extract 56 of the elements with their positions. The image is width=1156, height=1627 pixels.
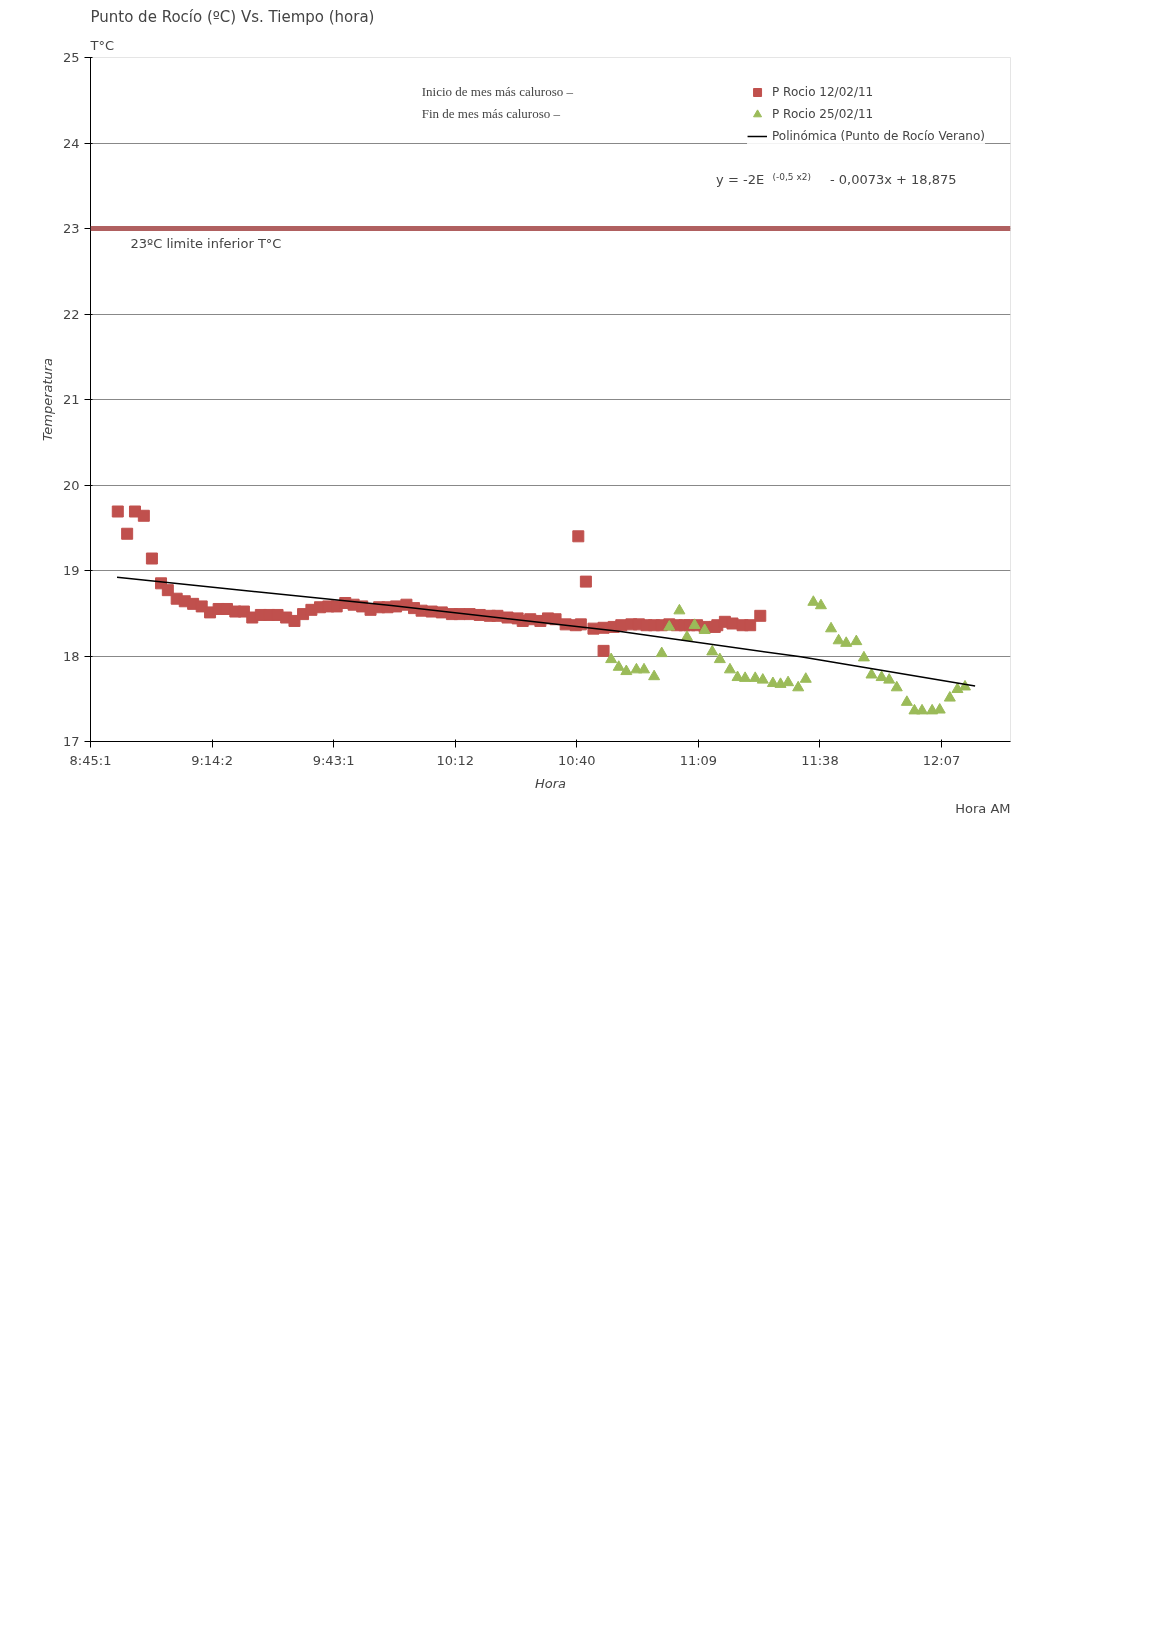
annotation: Inicio de mes más caluroso – — [421, 83, 574, 99]
x-tick-label: 12:07 — [922, 752, 961, 768]
point — [612, 660, 625, 671]
point — [916, 703, 929, 715]
x-axis-title: Hora — [534, 775, 567, 791]
y-tick-label: 22 — [62, 306, 80, 322]
point — [883, 673, 896, 684]
point — [739, 671, 752, 682]
y-tick-label: 20 — [62, 477, 80, 493]
point — [706, 644, 719, 656]
point — [900, 695, 913, 706]
x-tick-label: 9:14:2 — [191, 752, 233, 768]
y-tick-label: 18 — [62, 648, 80, 664]
point — [713, 652, 726, 664]
legend-label: P Rocio 12/02/11 — [772, 85, 874, 99]
point — [756, 673, 769, 684]
annotation: Fin de mes más caluroso – — [421, 105, 561, 121]
legend-label: P Rocio 25/02/11 — [772, 107, 874, 121]
point — [673, 603, 686, 615]
y-tick-label: 19 — [62, 563, 80, 578]
x-tick-label: 9:43:1 — [312, 752, 355, 768]
ref-line-label: 23ºC limite inferior T°C — [130, 235, 282, 251]
point — [648, 669, 661, 681]
point — [782, 675, 795, 687]
point — [792, 680, 805, 692]
x-tick-label: 10:40 — [558, 752, 596, 768]
line-series — [116, 576, 976, 687]
point — [799, 672, 812, 683]
text: Hora AM — [955, 800, 1011, 816]
x-tick-label: 11:38 — [801, 752, 839, 768]
point — [655, 646, 668, 658]
point — [825, 621, 838, 633]
y-tick-label: 21 — [62, 392, 80, 407]
text: y = -2E(-0,5 x2) - 0,0073x + 18,875 — [716, 171, 957, 188]
legend-label: Polinómica (Punto de Rocío Verano) — [772, 129, 985, 143]
point — [857, 650, 870, 662]
chart-title: Punto de Rocío (ºC) Vs. Tiempo (hora) — [90, 7, 375, 26]
x-tick-label: 11:09 — [679, 752, 718, 768]
y-tick-label: 17 — [62, 734, 80, 749]
point — [943, 691, 956, 702]
y-tick-label: 23 — [62, 221, 80, 236]
x-tick-label: 10:12 — [436, 752, 474, 768]
point — [890, 680, 903, 692]
text: T°C — [89, 37, 115, 53]
y-tick-label: 24 — [62, 135, 80, 151]
point — [680, 630, 693, 641]
x-tick-label: 8:45:1 — [69, 752, 112, 768]
point — [814, 598, 827, 610]
y-tick-label: 25 — [62, 50, 80, 65]
point — [638, 662, 651, 674]
y-axis-title: Temperatura — [39, 357, 55, 442]
point — [723, 662, 736, 674]
point — [840, 636, 853, 647]
point — [620, 664, 633, 676]
point — [605, 652, 618, 664]
point — [850, 634, 863, 646]
